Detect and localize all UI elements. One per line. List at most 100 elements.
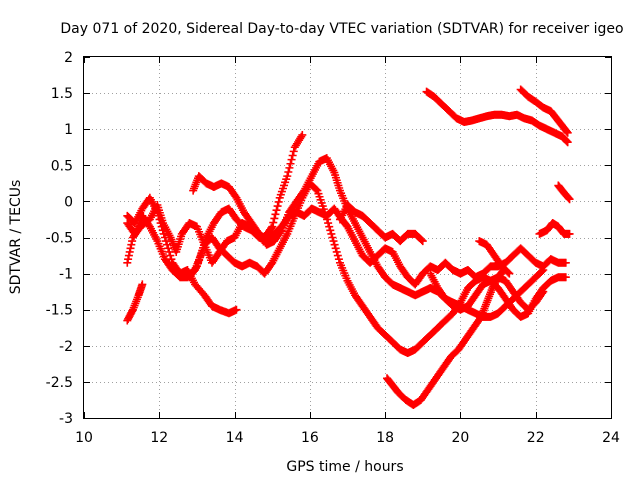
- plus-marker: [418, 237, 427, 246]
- plus-marker: [287, 155, 296, 164]
- y-tick-label: 1: [64, 122, 73, 138]
- y-tick-label: 1.5: [51, 86, 73, 102]
- series-track-1: [123, 280, 147, 325]
- y-tick-label: -1.5: [46, 303, 73, 319]
- axis-ticks: 10 12 14 16 18 20 22 24 -3 -2.5 -2 -1.5 -1 -0.5 0 0.5 1 1…: [46, 50, 620, 446]
- plus-marker: [191, 263, 200, 272]
- plus-marker: [539, 265, 548, 274]
- plus-marker: [125, 247, 134, 256]
- plus-marker: [324, 219, 333, 228]
- x-tick-label: 12: [150, 430, 168, 446]
- plus-marker: [156, 219, 165, 228]
- data-points: [123, 85, 574, 410]
- plus-marker: [164, 244, 173, 253]
- plus-marker: [285, 163, 294, 172]
- x-tick-label: 22: [527, 430, 545, 446]
- series-track-8: [383, 265, 508, 410]
- plus-marker: [160, 233, 169, 242]
- series-track-6: [189, 154, 548, 321]
- plus-marker: [565, 229, 574, 238]
- x-tick-label: 16: [301, 430, 319, 446]
- plus-marker: [232, 305, 241, 314]
- plus-marker: [504, 268, 513, 277]
- plus-marker: [276, 227, 285, 236]
- series-track-11: [422, 87, 572, 147]
- series-track-9: [426, 269, 548, 314]
- plus-marker: [323, 215, 332, 224]
- plus-marker: [329, 237, 338, 246]
- plus-marker: [326, 226, 335, 235]
- plus-marker: [128, 307, 137, 316]
- plus-marker: [333, 251, 342, 260]
- plus-marker: [417, 236, 426, 245]
- y-tick-label: 2: [64, 50, 73, 66]
- series-track-12: [516, 85, 572, 137]
- plus-marker: [538, 267, 547, 276]
- x-axis-label: GPS time / hours: [286, 459, 403, 475]
- plus-marker: [561, 273, 570, 282]
- plus-marker: [565, 195, 574, 204]
- plus-marker: [563, 193, 572, 202]
- plus-marker: [332, 247, 341, 256]
- plus-marker: [124, 255, 133, 264]
- x-tick-label: 10: [75, 430, 93, 446]
- plus-marker: [312, 185, 321, 194]
- plus-marker: [267, 224, 276, 233]
- series-track-3: [123, 193, 241, 318]
- plus-marker: [538, 289, 547, 298]
- plus-marker: [272, 206, 281, 215]
- plus-marker: [286, 159, 295, 168]
- plus-marker: [155, 215, 164, 224]
- plus-marker: [153, 208, 162, 217]
- plus-marker: [321, 211, 330, 220]
- plus-marker: [126, 244, 135, 253]
- plus-marker: [562, 127, 571, 136]
- plus-marker: [288, 151, 297, 160]
- plus-marker: [328, 233, 337, 242]
- y-tick-label: 0: [64, 194, 73, 210]
- plot-frame: [83, 56, 612, 419]
- plus-marker: [269, 218, 278, 227]
- y-axis-label: SDTVAR / TECUs: [8, 180, 24, 295]
- plus-marker: [297, 132, 306, 141]
- y-tick-label: -3: [59, 411, 73, 427]
- y-tick-label: -0.5: [46, 231, 73, 247]
- plus-marker: [298, 130, 307, 139]
- plus-marker: [270, 214, 279, 223]
- plus-marker: [162, 237, 171, 246]
- plus-marker: [331, 244, 340, 253]
- plus-marker: [562, 136, 571, 145]
- series-track-10: [475, 237, 514, 278]
- plus-marker: [124, 251, 133, 260]
- x-tick-label: 14: [226, 430, 244, 446]
- x-tick-label: 20: [452, 430, 470, 446]
- plus-marker: [330, 240, 339, 249]
- plus-marker: [327, 229, 336, 238]
- plus-marker: [505, 269, 514, 278]
- plus-marker: [562, 137, 571, 146]
- plus-marker: [127, 240, 136, 249]
- plus-marker: [158, 226, 167, 235]
- plus-marker: [283, 172, 292, 181]
- y-tick-label: -2.5: [46, 375, 73, 391]
- plus-marker: [561, 258, 570, 267]
- series-track-13: [535, 219, 574, 238]
- plus-marker: [165, 247, 174, 256]
- plus-marker: [284, 168, 293, 177]
- y-tick-label: 0.5: [51, 158, 73, 174]
- plus-marker: [154, 211, 163, 220]
- plus-marker: [320, 208, 329, 217]
- plus-marker: [159, 229, 168, 238]
- plus-marker: [128, 237, 137, 246]
- plus-marker: [564, 194, 573, 203]
- plus-marker: [163, 240, 172, 249]
- plus-marker: [563, 128, 572, 137]
- plus-marker: [273, 202, 282, 211]
- plus-marker: [157, 222, 166, 231]
- x-tick-label: 24: [602, 430, 620, 446]
- plus-marker: [289, 147, 298, 156]
- chart-title: Day 071 of 2020, Sidereal Day-to-day VTE…: [60, 21, 623, 37]
- plus-marker: [334, 255, 343, 264]
